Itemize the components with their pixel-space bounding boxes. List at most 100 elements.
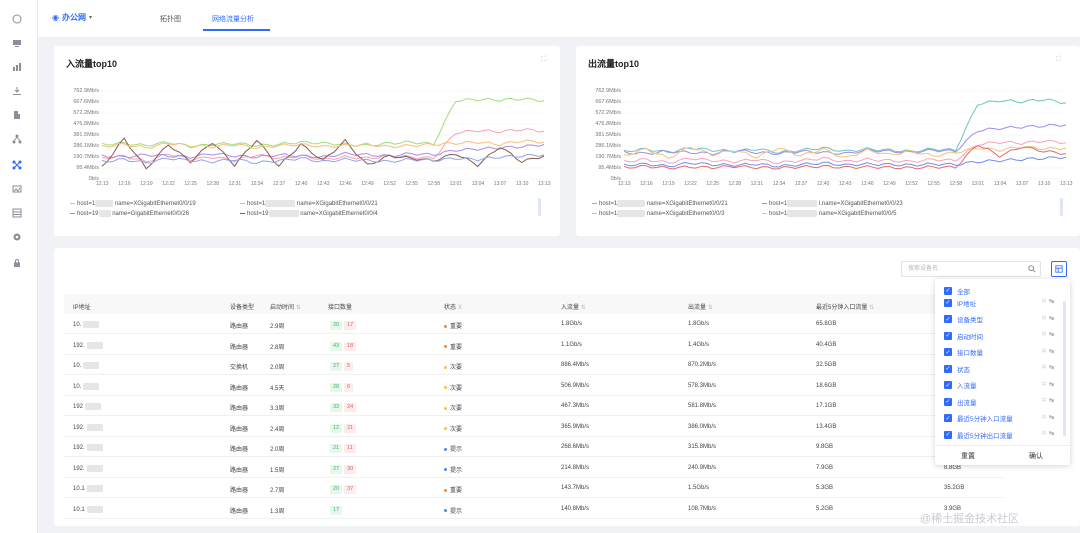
legend-item[interactable]: host=1 l.name=XGigabitEthernet0/0/23 (762, 200, 903, 207)
column-option[interactable]: ✓ 接口数量 (944, 348, 983, 357)
pin-icon[interactable]: ⚐↹ (1041, 431, 1056, 437)
legend-item[interactable]: host=1 name=XGigabitEthernet0/0/21 (240, 200, 378, 207)
download-icon[interactable] (12, 86, 22, 96)
table-icon[interactable] (12, 208, 22, 218)
x-tick-label: 12:13 (618, 181, 631, 187)
chart-icon[interactable] (12, 62, 22, 72)
pin-icon[interactable]: ⚐↹ (1041, 299, 1056, 305)
pin-icon[interactable]: ⚐↹ (1041, 414, 1056, 421)
device-type-cell: 路由器 (230, 324, 249, 330)
column-option[interactable]: ✓ IP地址 (944, 298, 977, 308)
search-icon[interactable] (1028, 265, 1036, 273)
column-option-all[interactable]: ✓ 全部 (944, 286, 970, 296)
col-header-outbound[interactable]: 出流量 ⇅ (688, 305, 713, 311)
expand-icon[interactable]: ⛶ (541, 56, 546, 63)
pin-icon[interactable]: ⚐↹ (1041, 381, 1056, 388)
ip-cell[interactable]: 192. (73, 444, 103, 451)
ip-cell[interactable]: 10. (73, 382, 100, 390)
y-tick-label: 0b/s (610, 176, 621, 182)
ports-cell: 12 21 (330, 423, 358, 433)
legend-scrollbar[interactable] (1060, 198, 1063, 216)
gear-icon[interactable] (12, 232, 22, 242)
legend-item[interactable]: host=1 name=XGigabitEthernet0/0/19 (70, 200, 196, 207)
col-header-in5min[interactable]: 最近5分钟入口流量 ⇅ (816, 305, 875, 311)
pin-icon[interactable]: ⚐↹ (1041, 398, 1056, 404)
home-icon[interactable] (12, 14, 22, 24)
ports-up-badge: 12 (330, 423, 343, 433)
series-line[interactable] (101, 137, 545, 170)
column-settings-button[interactable] (1051, 261, 1067, 277)
checkbox-checked-icon[interactable]: ✓ (944, 286, 952, 295)
outbound-cell: 581.8Mb/s (688, 403, 717, 409)
series-line[interactable] (101, 97, 545, 149)
lock-icon[interactable] (12, 258, 22, 268)
column-option[interactable]: ✓ 设备类型 (944, 315, 983, 324)
ip-cell[interactable]: 10.1 (73, 485, 103, 492)
col-header-ip[interactable]: IP地址 (73, 305, 91, 311)
col-header-uptime[interactable]: 启动时间 ⇅ (270, 305, 301, 311)
ip-cell[interactable]: 10. (73, 321, 100, 328)
col-header-inbound[interactable]: 入流量 ⇅ (561, 305, 586, 311)
column-option[interactable]: ✓ 最近5分钟出口流量 (944, 430, 1013, 440)
search-input[interactable] (902, 262, 1022, 276)
checkbox-checked-icon[interactable]: ✓ (944, 331, 952, 340)
series-line[interactable] (623, 145, 1067, 170)
device-search-box[interactable] (901, 261, 1041, 277)
checkbox-checked-icon[interactable]: ✓ (944, 298, 952, 307)
series-line[interactable] (623, 98, 1067, 154)
tab-traffic-analysis[interactable]: 网络流量分析 (212, 16, 254, 23)
panel-scrollbar[interactable] (1063, 301, 1066, 436)
network-icon[interactable] (12, 160, 22, 170)
org-selector[interactable]: ◉ 办公网 ▾ (52, 12, 92, 23)
pin-icon[interactable]: ⚐↹ (1041, 332, 1056, 338)
checkbox-checked-icon[interactable]: ✓ (944, 364, 952, 373)
tree-icon[interactable] (12, 134, 22, 144)
series-line[interactable] (623, 145, 1067, 159)
tab-topology[interactable]: 拓扑图 (160, 16, 181, 23)
series-line[interactable] (101, 139, 545, 150)
series-line[interactable] (101, 128, 545, 163)
column-option[interactable]: ✓ 状态 (944, 364, 970, 374)
ip-cell[interactable]: 10.1 (73, 505, 103, 513)
ip-cell[interactable]: 192. (73, 464, 103, 472)
col-header-ports[interactable]: 接口数量 (328, 305, 353, 311)
image-icon[interactable] (12, 184, 22, 194)
reset-button[interactable]: 重置 (961, 453, 975, 460)
col-header-status[interactable]: 状态 ⊻ (444, 305, 463, 311)
legend-item[interactable]: host=19 name=XGigabitEthernet0/0/4 (240, 210, 378, 217)
y-tick-label: 95.4Mb/s (598, 165, 621, 171)
ip-cell[interactable]: 192 (73, 403, 102, 410)
checkbox-checked-icon[interactable]: ✓ (944, 430, 952, 439)
ip-cell[interactable]: 192. (73, 423, 103, 431)
confirm-button[interactable]: 确认 (1029, 453, 1043, 460)
legend-item[interactable]: host=19 name=GigabitEthernet0/0/26 (70, 210, 189, 217)
col-header-type[interactable]: 设备类型 (230, 305, 255, 311)
ip-cell[interactable]: 192. (73, 341, 103, 349)
checkbox-checked-icon[interactable]: ✓ (944, 397, 952, 406)
checkbox-checked-icon[interactable]: ✓ (944, 414, 952, 422)
pin-icon[interactable]: ⚐↹ (1041, 348, 1056, 355)
monitor-icon[interactable] (12, 38, 22, 48)
building-icon[interactable] (12, 110, 22, 120)
column-option[interactable]: ✓ 出流量 (944, 397, 977, 407)
column-option[interactable]: ✓ 最近5分钟入口流量 (944, 414, 1013, 423)
checkbox-checked-icon[interactable]: ✓ (944, 381, 952, 389)
series-line[interactable] (101, 144, 545, 159)
legend-item[interactable]: host=1 name=XGigabitEthernet0/0/21 (592, 200, 728, 207)
checkbox-checked-icon[interactable]: ✓ (944, 315, 952, 323)
column-option[interactable]: ✓ 入流量 (944, 381, 977, 390)
series-line[interactable] (623, 123, 1067, 156)
checkbox-checked-icon[interactable]: ✓ (944, 348, 952, 356)
column-option[interactable]: ✓ 启动时间 (944, 331, 983, 341)
pin-icon[interactable]: ⚐↹ (1041, 365, 1056, 371)
series-line[interactable] (101, 153, 545, 165)
ip-cell[interactable]: 10. (73, 362, 100, 369)
legend-item[interactable]: host=1 name=XGigabitEthernet0/0/3 (592, 210, 724, 217)
y-tick-label: 762.9Mb/s (595, 88, 621, 94)
series-line[interactable] (623, 139, 1067, 165)
legend-scrollbar[interactable] (538, 198, 541, 216)
expand-icon[interactable]: ⛶ (1056, 56, 1061, 63)
legend-item[interactable]: host=1 name=XGigabitEthernet0/0/5 (762, 210, 896, 217)
series-line[interactable] (623, 156, 1067, 168)
pin-icon[interactable]: ⚐↹ (1041, 315, 1056, 322)
